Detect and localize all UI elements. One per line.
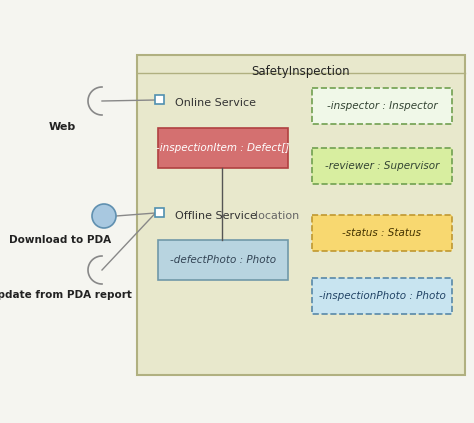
- Text: Download to PDA: Download to PDA: [9, 235, 111, 245]
- Text: Web: Web: [48, 122, 76, 132]
- Text: -inspectionItem : Defect[]: -inspectionItem : Defect[]: [156, 143, 290, 153]
- Bar: [312, 215, 452, 251]
- Text: SafetyInspection: SafetyInspection: [252, 66, 350, 79]
- Bar: [312, 278, 452, 314]
- Text: location: location: [255, 211, 299, 221]
- Text: -status : Status: -status : Status: [343, 228, 421, 238]
- Text: -defectPhoto : Photo: -defectPhoto : Photo: [170, 255, 276, 265]
- Text: -inspector : Inspector: -inspector : Inspector: [327, 101, 438, 111]
- Text: -inspectionPhoto : Photo: -inspectionPhoto : Photo: [319, 291, 446, 301]
- Text: Offline Service: Offline Service: [175, 211, 257, 221]
- Text: Update from PDA report: Update from PDA report: [0, 290, 131, 300]
- Text: -reviewer : Supervisor: -reviewer : Supervisor: [325, 161, 439, 171]
- Bar: [155, 96, 164, 104]
- Bar: [158, 240, 288, 280]
- Bar: [312, 88, 452, 124]
- Bar: [158, 128, 288, 168]
- Bar: [137, 55, 465, 375]
- Bar: [312, 148, 452, 184]
- Text: Online Service: Online Service: [175, 98, 256, 108]
- Circle shape: [92, 204, 116, 228]
- Bar: [155, 209, 164, 217]
